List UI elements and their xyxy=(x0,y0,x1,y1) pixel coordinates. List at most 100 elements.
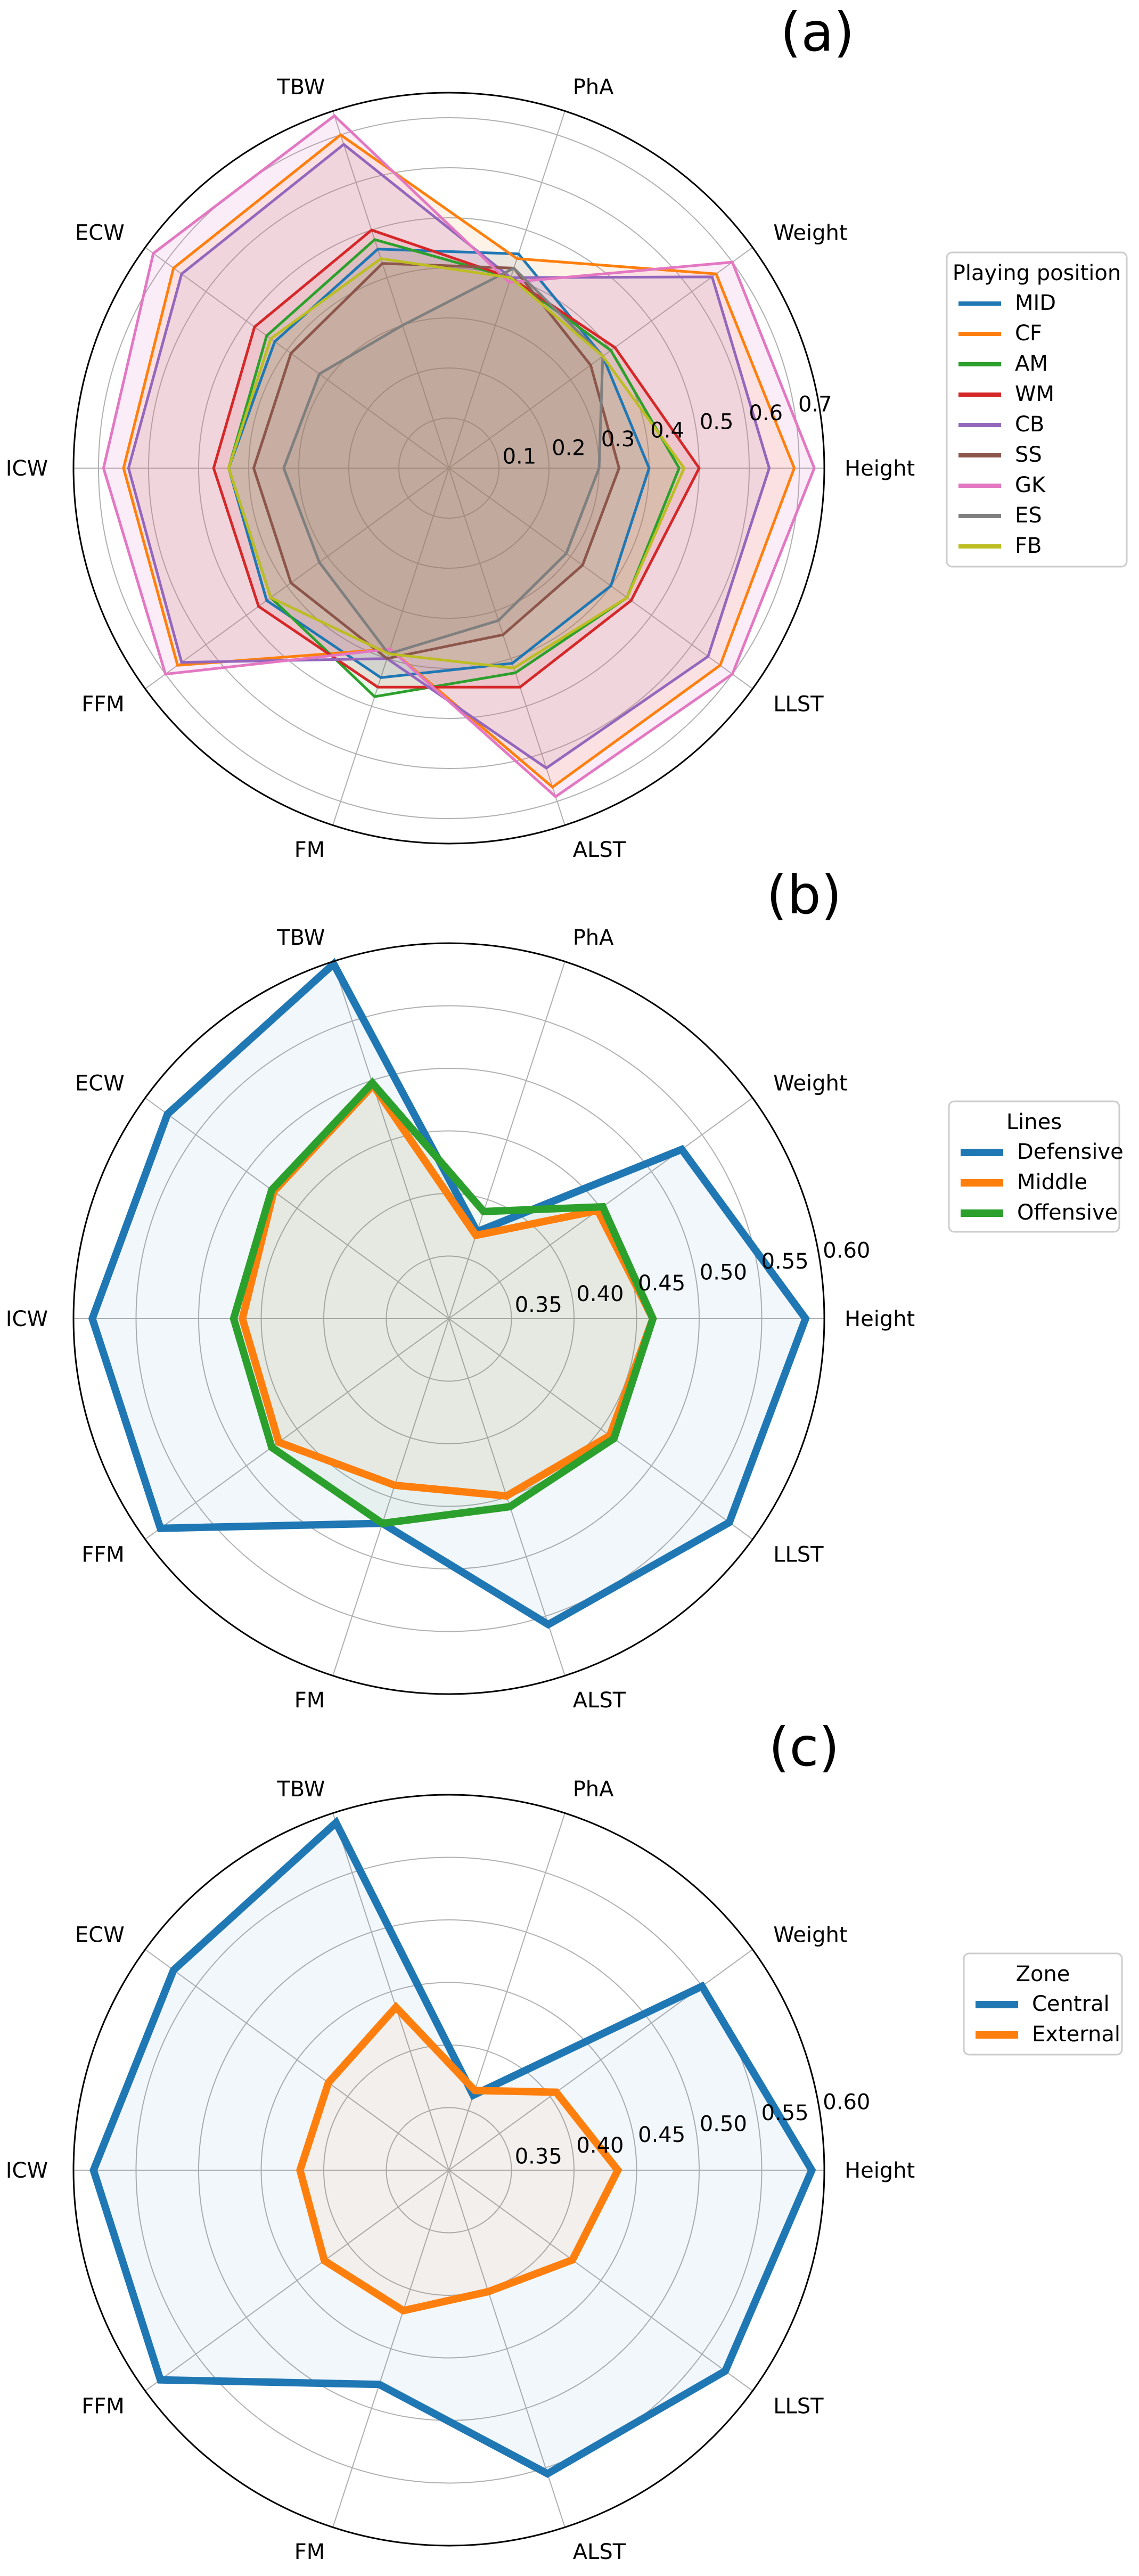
grid-spoke xyxy=(448,468,753,690)
series-line-fb xyxy=(227,257,686,670)
radial-tick-label: 0.55 xyxy=(761,1249,809,1274)
grid-spoke xyxy=(448,468,566,825)
axis-label-height: Height xyxy=(845,2158,915,2183)
series-fill-external xyxy=(300,2007,618,2311)
radial-tick-label: 0.2 xyxy=(552,436,586,460)
panel-label: (c) xyxy=(768,1716,839,1778)
series-line-defensive xyxy=(88,958,810,1629)
radial-tick-label: 0.55 xyxy=(761,2101,809,2125)
grid-spoke xyxy=(145,247,449,469)
series-fill-gk xyxy=(103,116,815,797)
axis-label-icw: ICW xyxy=(6,1307,48,1331)
axis-label-llst: LLST xyxy=(773,2394,824,2419)
legend-label-gk: GK xyxy=(1015,473,1046,497)
series-fill-middle xyxy=(242,1085,653,1496)
series-line-cf xyxy=(122,133,796,789)
axis-label-icw: ICW xyxy=(6,2158,48,2183)
radar-chart-c: 0.35 0.40 0.45 0.50 0.55 0.60 Height Weight PhA T… xyxy=(6,1716,1123,2564)
axis-label-ecw: ECW xyxy=(75,1071,125,1095)
series-fill-defensive xyxy=(92,964,806,1625)
legend-label-central: Central xyxy=(1032,1992,1110,2016)
axis-label-ffm: FFM xyxy=(81,2394,125,2419)
radial-tick-label: 0.35 xyxy=(515,1293,562,1318)
radial-tick-label: 0.50 xyxy=(700,2112,747,2136)
axis-label-ffm: FFM xyxy=(81,692,125,717)
series-fill-mid xyxy=(228,249,649,678)
radial-tick-label: 0.50 xyxy=(700,1260,747,1285)
series-line-gk xyxy=(102,114,816,799)
series-line-external xyxy=(296,2001,622,2315)
legend: Playing position MID CF AM WM CB SS GK ES FB xyxy=(946,251,1128,568)
grid-spoke xyxy=(332,1813,449,2171)
grid-spoke xyxy=(332,468,449,825)
radial-tick-label: 0.3 xyxy=(601,427,635,452)
axis-label-weight: Weight xyxy=(773,220,847,245)
legend-box xyxy=(948,1100,1120,1233)
grid-spoke xyxy=(448,961,566,1319)
radial-tick-label: 0.35 xyxy=(515,2145,562,2169)
radial-tick-label: 0.45 xyxy=(638,1271,685,1296)
legend-label-offensive: Offensive xyxy=(1017,1200,1118,1225)
radar-chart-a: 0.1 0.2 0.3 0.4 0.5 0.6 0.7 Height Weight PhA TBW E… xyxy=(6,1,1128,862)
legend-label-ss: SS xyxy=(1015,443,1042,467)
legend-label-defensive: Defensive xyxy=(1017,1140,1124,1164)
legend-box xyxy=(946,251,1128,568)
legend: Lines Defensive Middle Offensive xyxy=(948,1100,1124,1233)
legend-title: Zone xyxy=(1016,1962,1070,1986)
axis-label-height: Height xyxy=(845,456,915,481)
axis-label-tbw: TBW xyxy=(276,926,325,950)
axis-label-weight: Weight xyxy=(773,1923,847,1947)
radial-tick-label: 0.60 xyxy=(823,1239,870,1263)
axis-label-fm: FM xyxy=(294,1688,325,1713)
grid-spoke xyxy=(145,1949,449,2171)
grid-spoke xyxy=(332,2170,449,2528)
legend-label-middle: Middle xyxy=(1017,1170,1087,1195)
axis-label-ffm: FFM xyxy=(81,1543,125,1567)
axis-label-tbw: TBW xyxy=(276,75,325,100)
series-fill-am xyxy=(228,239,679,697)
axis-label-weight: Weight xyxy=(773,1071,847,1095)
axis-label-ecw: ECW xyxy=(75,220,125,245)
grid-spoke xyxy=(448,111,566,469)
radar-chart-b: 0.35 0.40 0.45 0.50 0.55 0.60 Height Weight PhA T… xyxy=(6,864,1124,1713)
legend-box xyxy=(963,1952,1123,2056)
axis-label-tbw: TBW xyxy=(276,1777,325,1802)
grid-spoke xyxy=(448,1318,753,1540)
series-fill-wm xyxy=(214,230,699,688)
outer-frame xyxy=(72,1794,825,2547)
grid-spoke xyxy=(145,1318,449,1540)
radial-tick-label: 0.7 xyxy=(798,392,832,417)
grid-spoke xyxy=(448,1813,566,2171)
radial-tick-label: 0.1 xyxy=(503,445,537,469)
grid-spoke xyxy=(448,2170,753,2392)
series-line-offensive xyxy=(230,1077,657,1527)
axis-label-alst: ALST xyxy=(573,838,626,862)
grid-spoke xyxy=(145,468,449,690)
series-fill-es xyxy=(283,268,603,654)
axis-label-height: Height xyxy=(845,1307,915,1331)
radial-tick-label: 0.5 xyxy=(700,410,734,434)
grid-spoke xyxy=(332,1318,449,1676)
axis-label-pha: PhA xyxy=(573,75,614,100)
grid-spoke xyxy=(448,2170,566,2528)
series-fill-offensive xyxy=(233,1083,653,1524)
legend-title: Playing position xyxy=(953,261,1121,285)
legend-label-es: ES xyxy=(1015,503,1042,528)
radial-tick-label: 0.45 xyxy=(638,2123,685,2147)
series-fill-ss xyxy=(253,263,619,659)
grid-spoke xyxy=(145,2170,449,2392)
axis-label-llst: LLST xyxy=(773,1543,824,1567)
axis-label-fm: FM xyxy=(294,2540,325,2564)
outer-frame xyxy=(72,942,825,1695)
legend-label-wm: WM xyxy=(1015,382,1054,406)
legend-label-external: External xyxy=(1032,2022,1120,2047)
grid-spoke xyxy=(145,1097,449,1319)
series-fill-central xyxy=(93,1822,812,2474)
series-line-central xyxy=(89,1817,816,2478)
axis-label-alst: ALST xyxy=(573,1688,626,1713)
axis-label-alst: ALST xyxy=(573,2540,626,2564)
panel-label: (a) xyxy=(780,1,854,63)
grid-spoke xyxy=(332,111,449,469)
legend-label-cf: CF xyxy=(1015,321,1042,346)
